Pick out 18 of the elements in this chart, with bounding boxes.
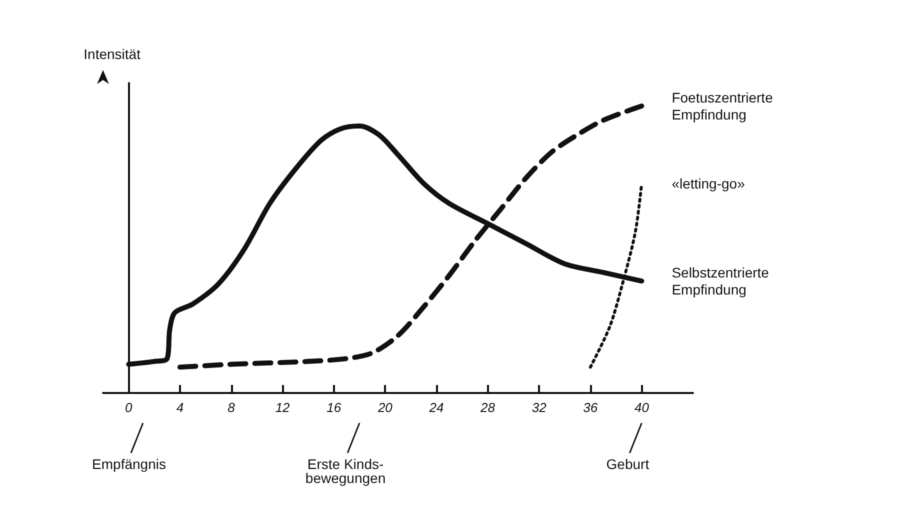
x-tick-label: 24 bbox=[428, 400, 444, 415]
y-axis-title: Intensität bbox=[84, 46, 141, 62]
x-tick-label: 40 bbox=[634, 400, 650, 415]
annotation: Erste Kinds- bewegungen bbox=[305, 456, 386, 486]
text: «letting-go» bbox=[672, 175, 746, 192]
annotation: Geburt bbox=[606, 456, 650, 472]
x-tick-label: 36 bbox=[583, 400, 598, 415]
x-tick-label: 16 bbox=[326, 400, 342, 415]
text: Foetuszentrierte Empfindung bbox=[672, 89, 777, 122]
x-tick-label: 0 bbox=[125, 400, 134, 415]
x-tick-label: 20 bbox=[376, 400, 394, 415]
text: Selbstzentrierte Empfindung bbox=[672, 264, 773, 298]
x-tick-label: 4 bbox=[176, 400, 184, 415]
x-tick-label: 32 bbox=[532, 400, 548, 415]
x-tick-label: 28 bbox=[480, 400, 496, 415]
text: Empfängnis bbox=[92, 456, 166, 472]
x-tick-label: 8 bbox=[228, 400, 236, 415]
x-tick-label: 12 bbox=[275, 400, 291, 415]
